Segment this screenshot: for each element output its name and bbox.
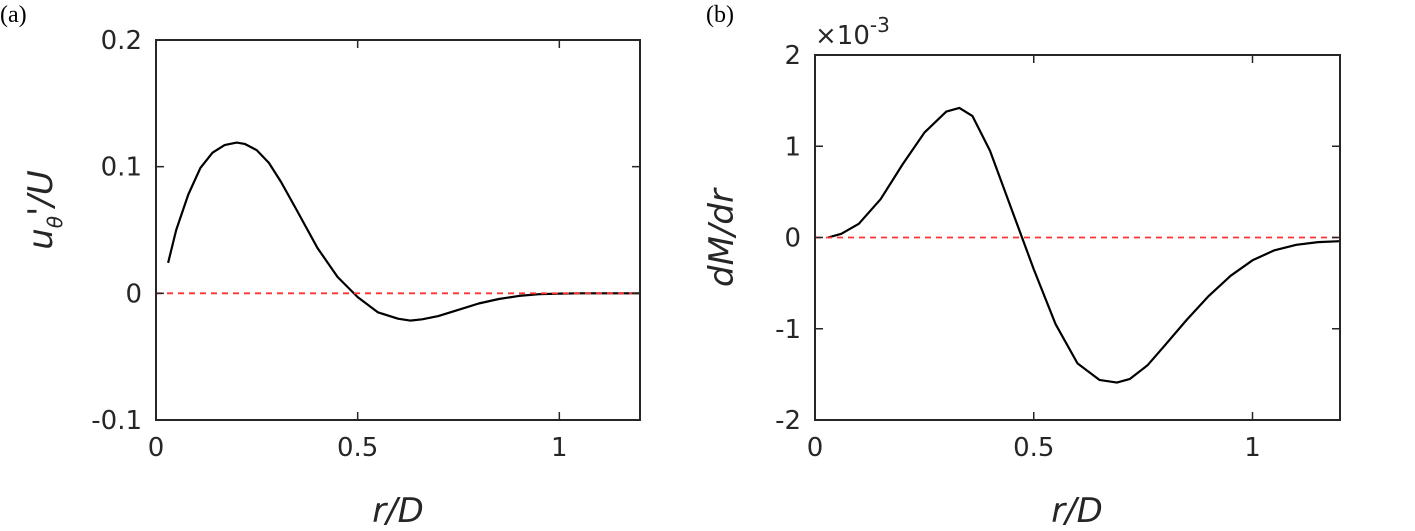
panel-b-x-tick-label: 0 xyxy=(807,433,824,463)
panel-b-x-axis-label: r/D xyxy=(1051,491,1103,531)
panel-a-x-axis-label: r/D xyxy=(372,491,424,531)
panel-b-y-tick-label: -2 xyxy=(775,406,801,436)
panel-a-ylabel-rest: '/U xyxy=(21,170,61,216)
panel-b-series-profile xyxy=(827,106,1341,384)
panel-a-axes-frame xyxy=(155,39,641,421)
panel-a-ylabel-sub: θ xyxy=(43,216,67,228)
panel-a-x-tick-label: 0 xyxy=(148,433,165,463)
panel-b-plot-area: 0 0.5 1 -2 -1 0 1 2 xyxy=(775,41,1341,463)
panel-a-y-tick-label: 0.1 xyxy=(101,153,142,183)
panel-a-label: (a) xyxy=(0,2,27,28)
panel-a: (a) uθ'/U r/D 0 0.5 1-0.100.10.2 xyxy=(0,2,641,531)
panel-a-y-tick-label: 0.2 xyxy=(101,26,142,56)
panel-b-y-tick-label: 1 xyxy=(784,132,801,162)
panel-a-x-tick-label: 0.5 xyxy=(337,433,378,463)
panel-a-y-tick-label: -0.1 xyxy=(91,406,142,436)
panel-b-exponent-power: -3 xyxy=(870,13,890,37)
panel-b-exponent: ×10-3 xyxy=(815,13,890,51)
panel-b-x-tick-label: 1 xyxy=(1244,433,1261,463)
panel-b-label: (b) xyxy=(706,2,734,28)
panel-b-exponent-base: ×10 xyxy=(815,21,870,51)
panel-a-y-tick-label: 0 xyxy=(125,279,142,309)
panel-b-y-tick-label: 2 xyxy=(784,41,801,71)
panel-b-y-axis-label: dM/dr xyxy=(702,187,742,287)
panel-b-x-tick-label: 0.5 xyxy=(1013,433,1054,463)
panel-a-ylabel-main: u xyxy=(21,228,61,250)
panel-b-y-tick-label: -1 xyxy=(775,315,801,345)
panel-a-plot-area: 0 0.5 1-0.100.10.2 xyxy=(91,26,641,463)
panel-a-x-tick-label: 1 xyxy=(551,433,568,463)
panel-b: (b) ×10-3 dM/dr r/D 0 0.5 1 -2 -1 0 1 2 xyxy=(702,2,1341,531)
panel-a-y-axis-label: uθ'/U xyxy=(21,170,67,250)
panel-b-y-tick-label: 0 xyxy=(784,224,801,254)
